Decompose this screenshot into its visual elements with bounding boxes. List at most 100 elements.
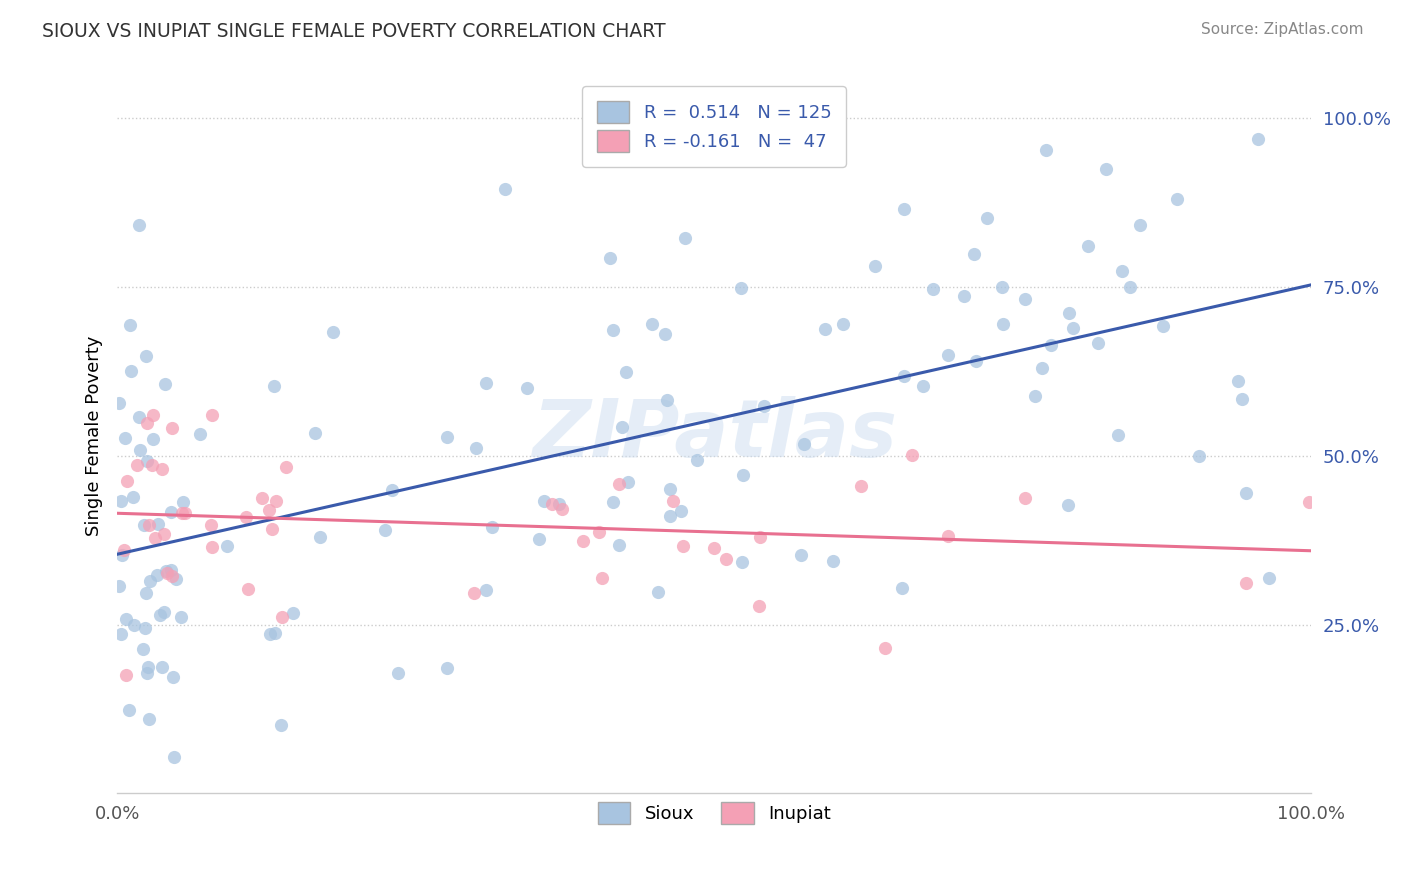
Point bbox=[901, 448, 924, 462]
Point bbox=[118, 318, 141, 333]
Point bbox=[1298, 495, 1320, 509]
Point bbox=[153, 526, 176, 541]
Point bbox=[174, 506, 197, 520]
Point bbox=[1014, 491, 1036, 505]
Point bbox=[921, 282, 943, 296]
Point bbox=[276, 459, 298, 474]
Point bbox=[1035, 143, 1057, 157]
Point bbox=[976, 211, 998, 226]
Point bbox=[124, 618, 146, 632]
Point bbox=[1188, 450, 1211, 464]
Point bbox=[107, 579, 129, 593]
Point bbox=[172, 495, 194, 509]
Point bbox=[134, 621, 156, 635]
Point bbox=[150, 462, 173, 476]
Point bbox=[263, 378, 285, 392]
Point bbox=[1087, 336, 1109, 351]
Point bbox=[138, 712, 160, 726]
Point bbox=[602, 495, 624, 509]
Point bbox=[893, 368, 915, 383]
Point bbox=[749, 530, 772, 544]
Point bbox=[647, 585, 669, 599]
Point bbox=[953, 289, 976, 303]
Point bbox=[138, 518, 160, 533]
Point bbox=[1230, 392, 1253, 406]
Point bbox=[259, 627, 281, 641]
Point bbox=[322, 325, 344, 339]
Point bbox=[250, 491, 273, 505]
Point bbox=[436, 430, 458, 444]
Point bbox=[475, 583, 498, 598]
Text: SIOUX VS INUPIAT SINGLE FEMALE POVERTY CORRELATION CHART: SIOUX VS INUPIAT SINGLE FEMALE POVERTY C… bbox=[42, 22, 666, 41]
Point bbox=[962, 247, 984, 261]
Text: ZIPatlas: ZIPatlas bbox=[531, 396, 897, 475]
Point bbox=[110, 627, 132, 641]
Point bbox=[138, 660, 160, 674]
Point bbox=[1111, 263, 1133, 277]
Point bbox=[733, 467, 755, 482]
Point bbox=[132, 641, 155, 656]
Point bbox=[128, 410, 150, 425]
Point bbox=[912, 379, 935, 393]
Point bbox=[162, 670, 184, 684]
Point bbox=[481, 519, 503, 533]
Point bbox=[165, 572, 187, 586]
Point bbox=[110, 494, 132, 508]
Point bbox=[654, 326, 676, 341]
Point bbox=[703, 541, 725, 555]
Point bbox=[114, 611, 136, 625]
Point bbox=[135, 585, 157, 599]
Point bbox=[160, 420, 183, 434]
Point bbox=[122, 491, 145, 505]
Point bbox=[1247, 132, 1270, 146]
Point bbox=[659, 508, 682, 523]
Point bbox=[142, 408, 165, 422]
Point bbox=[160, 563, 183, 577]
Point bbox=[188, 427, 211, 442]
Point bbox=[127, 458, 149, 472]
Point bbox=[146, 517, 169, 532]
Point bbox=[200, 518, 222, 533]
Point bbox=[146, 568, 169, 582]
Point bbox=[262, 522, 284, 536]
Point bbox=[790, 549, 813, 563]
Point bbox=[607, 538, 630, 552]
Point bbox=[1095, 161, 1118, 176]
Point bbox=[136, 416, 159, 430]
Point bbox=[201, 408, 224, 422]
Point bbox=[588, 524, 610, 539]
Point bbox=[264, 493, 287, 508]
Point bbox=[463, 585, 485, 599]
Point bbox=[475, 376, 498, 390]
Point bbox=[264, 625, 287, 640]
Point bbox=[374, 524, 396, 538]
Point bbox=[891, 581, 914, 595]
Point bbox=[118, 703, 141, 717]
Point bbox=[304, 425, 326, 440]
Point bbox=[659, 482, 682, 496]
Y-axis label: Single Female Poverty: Single Female Poverty bbox=[86, 335, 103, 535]
Point bbox=[533, 493, 555, 508]
Point bbox=[1234, 486, 1257, 500]
Point bbox=[527, 533, 550, 547]
Point bbox=[281, 607, 304, 621]
Point bbox=[129, 442, 152, 457]
Point bbox=[149, 607, 172, 622]
Point bbox=[610, 420, 633, 434]
Point bbox=[155, 566, 177, 580]
Point bbox=[436, 660, 458, 674]
Point bbox=[236, 582, 259, 596]
Point bbox=[714, 552, 737, 566]
Point bbox=[671, 539, 693, 553]
Point bbox=[152, 606, 174, 620]
Point bbox=[1031, 361, 1053, 376]
Legend: Sioux, Inupiat: Sioux, Inupiat bbox=[586, 790, 842, 834]
Point bbox=[494, 182, 516, 196]
Point bbox=[936, 529, 959, 543]
Point bbox=[150, 659, 173, 673]
Point bbox=[464, 442, 486, 456]
Point bbox=[616, 365, 638, 379]
Point bbox=[516, 381, 538, 395]
Point bbox=[120, 364, 142, 378]
Point bbox=[270, 610, 292, 624]
